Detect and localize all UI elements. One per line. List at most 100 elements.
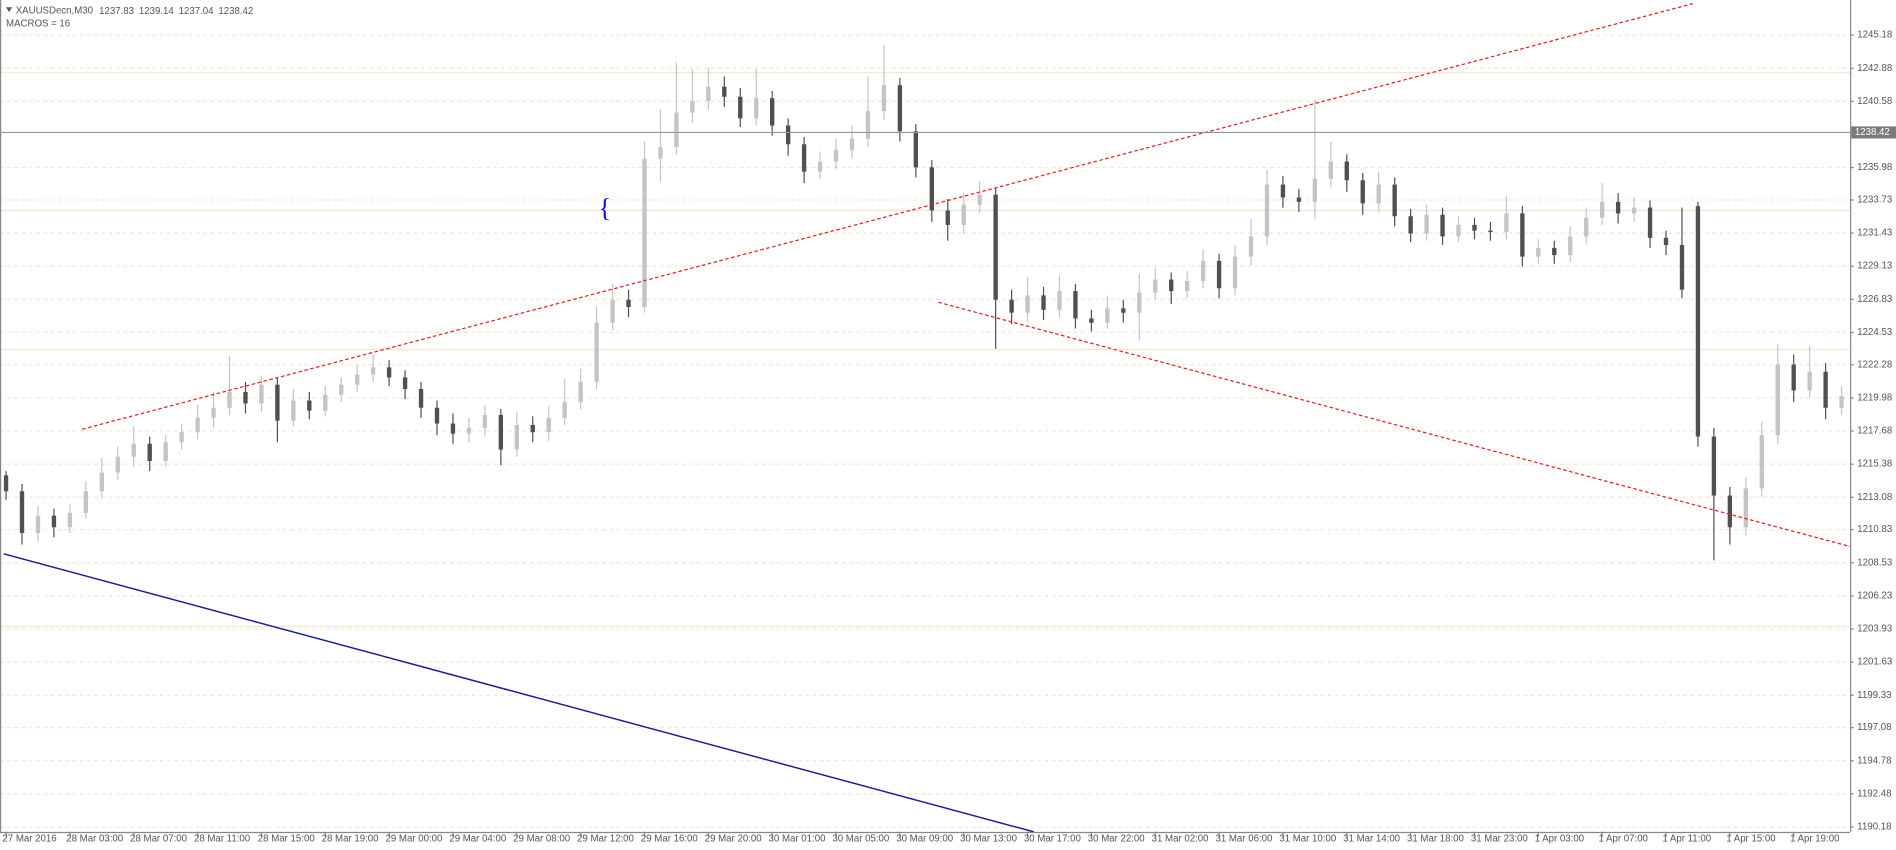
candle-body: [961, 204, 966, 225]
candle-body: [706, 86, 711, 102]
y-tick-label: 1208.53: [1857, 557, 1892, 568]
candle-body: [929, 167, 934, 211]
x-tick-label: 28 Mar 03:00: [66, 834, 123, 845]
x-tick-label: 31 Mar 02:00: [1152, 834, 1209, 845]
candle-body: [530, 425, 535, 433]
candle-body: [1248, 236, 1254, 257]
candle-body: [626, 299, 631, 307]
y-tick-label: 1229.13: [1857, 261, 1892, 272]
candle-body: [275, 384, 280, 421]
candle-body: [1280, 184, 1286, 198]
candle-body: [19, 491, 25, 533]
header-value: 1239.14: [139, 5, 175, 16]
candle-body: [259, 384, 264, 404]
levels: [0, 71, 1851, 627]
candle-body: [1536, 247, 1541, 257]
candle-body: [227, 391, 232, 408]
candle-body: [131, 443, 136, 457]
x-tick-label: 1 Apr 15:00: [1726, 834, 1775, 845]
candle-body: [1025, 295, 1030, 313]
candle-body: [339, 384, 344, 395]
candle-body: [450, 423, 456, 434]
x-tick-label: 31 Mar 23:00: [1471, 834, 1528, 845]
y-tick-label: 1197.08: [1857, 722, 1891, 733]
candle-body: [1599, 201, 1605, 218]
x-tick-label: 31 Mar 18:00: [1407, 834, 1464, 845]
candle-body: [1392, 184, 1397, 217]
candle-body: [562, 401, 567, 418]
candle-body: [658, 147, 663, 159]
candle-body: [1408, 216, 1413, 234]
candle-body: [977, 194, 982, 205]
x-tick-label: 27 Mar 2016: [2, 834, 56, 845]
x-tick-label: 29 Mar 12:00: [577, 834, 634, 845]
candle-body: [147, 443, 152, 461]
candle-body: [1424, 214, 1429, 234]
x-tick-label: 1 Apr 11:00: [1662, 834, 1711, 845]
grid: [0, 34, 1851, 828]
x-tick-label: 29 Mar 00:00: [385, 834, 442, 845]
x-tick-label: 29 Mar 16:00: [641, 834, 698, 845]
candle-body: [1312, 178, 1318, 202]
candle-body: [801, 144, 807, 172]
candle-body: [674, 112, 679, 148]
candle-body: [1089, 318, 1094, 323]
candle-body: [1520, 213, 1525, 257]
y-tick-label: 1213.08: [1857, 492, 1892, 503]
candle-body: [434, 407, 440, 424]
candle-body: [578, 381, 583, 402]
candle-body: [466, 427, 472, 434]
x-tick-label: 30 Mar 01:00: [769, 834, 826, 845]
candle-body: [386, 367, 392, 378]
header-value: 1237.04: [179, 5, 215, 16]
candles: [3, 44, 1844, 561]
candle-body: [881, 85, 887, 112]
candle-body: [370, 367, 376, 375]
candle-body: [1695, 206, 1701, 437]
axes: 1245.18 1242.88 1240.58 1235.98 1233.73 1231.…: [2, 30, 1896, 845]
candle-body: [1759, 435, 1764, 489]
candle-body: [945, 210, 950, 225]
x-tick-label: 30 Mar 17:00: [1024, 834, 1081, 845]
candle-body: [1839, 396, 1844, 408]
candle-body: [1615, 201, 1621, 214]
candle-body: [307, 400, 312, 411]
candle-body: [993, 194, 998, 300]
candle-body: [355, 374, 360, 385]
header-symbol: XAUUSDecn,M30: [16, 5, 93, 16]
candle-body: [1568, 236, 1573, 256]
candle-body: [865, 111, 871, 139]
x-tick-label: 31 Mar 10:00: [1279, 834, 1336, 845]
candle-body: [1216, 260, 1222, 289]
indicator-label: MACROS = 16: [6, 19, 70, 30]
candle-body: [83, 491, 89, 513]
y-tick-label: 1201.63: [1857, 657, 1892, 668]
candle-body: [1137, 292, 1142, 313]
trendlines: [3, 3, 1851, 833]
candle-body: [1488, 230, 1493, 233]
candle-body: [1344, 161, 1349, 181]
candle-body: [1041, 295, 1046, 310]
x-tick-label: 28 Mar 07:00: [130, 834, 187, 845]
x-tick-label: 31 Mar 06:00: [1215, 834, 1272, 845]
candle-body: [1328, 161, 1334, 179]
trendline: [938, 301, 1851, 548]
candle-body: [610, 299, 615, 323]
header-value: 1237.83: [99, 5, 134, 16]
candle-body: [817, 161, 823, 172]
x-tick-label: 28 Mar 19:00: [322, 834, 379, 845]
annotation: {: [599, 192, 612, 222]
candle-body: [1472, 224, 1477, 231]
candle-body: [785, 125, 791, 145]
y-tick-label: 1219.98: [1857, 392, 1892, 403]
y-tick-label: 1226.83: [1857, 294, 1892, 305]
candle-body: [514, 425, 519, 450]
candle-body: [722, 86, 727, 97]
candle-body: [594, 322, 599, 382]
candle-body: [323, 394, 328, 411]
candle-body: [1264, 184, 1270, 237]
candle-body: [1775, 364, 1780, 436]
current-price-box: [1851, 126, 1896, 139]
